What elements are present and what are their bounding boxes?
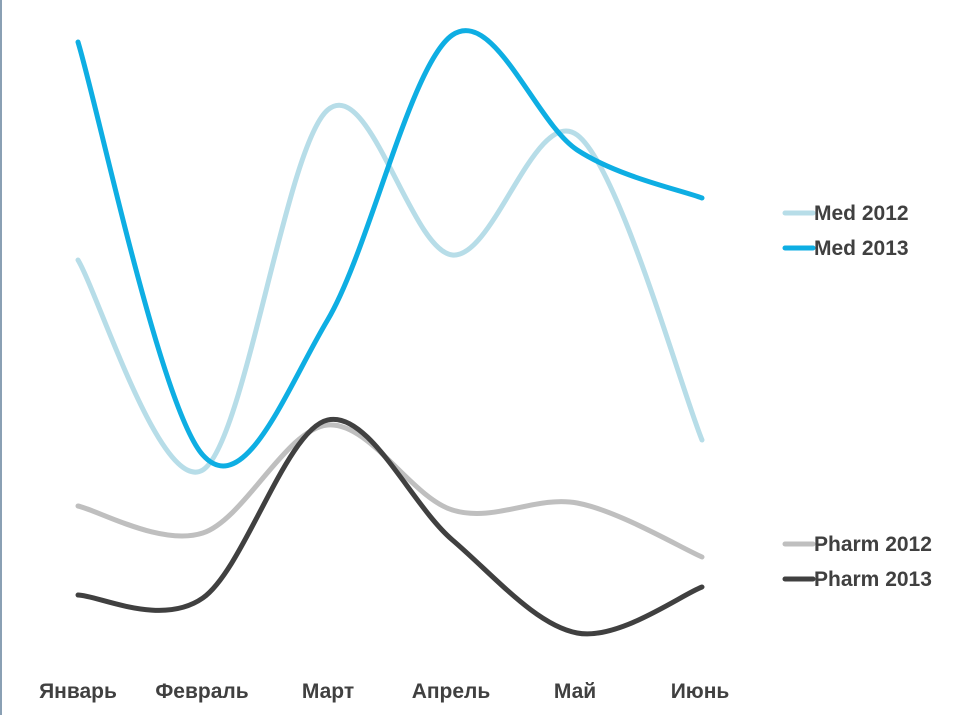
series-line-med-2013: [75, 28, 705, 469]
legend-label-pharm-2012: Pharm 2012: [814, 533, 932, 556]
series-line-pharm-2013: [75, 416, 705, 637]
legend-label-med-2012: Med 2012: [814, 202, 909, 225]
legend-label-med-2013: Med 2013: [814, 237, 909, 260]
x-tick-label: Май: [554, 680, 596, 703]
x-tick-label: Январь: [39, 680, 117, 703]
x-tick-label: Февраль: [155, 680, 248, 703]
series-line-pharm-2012: [75, 422, 705, 560]
legend-label-pharm-2013: Pharm 2013: [814, 568, 932, 591]
left-border: [0, 0, 2, 715]
x-tick-label: Март: [302, 680, 354, 703]
x-tick-label: Июнь: [671, 680, 730, 703]
x-tick-label: Апрель: [412, 680, 491, 703]
